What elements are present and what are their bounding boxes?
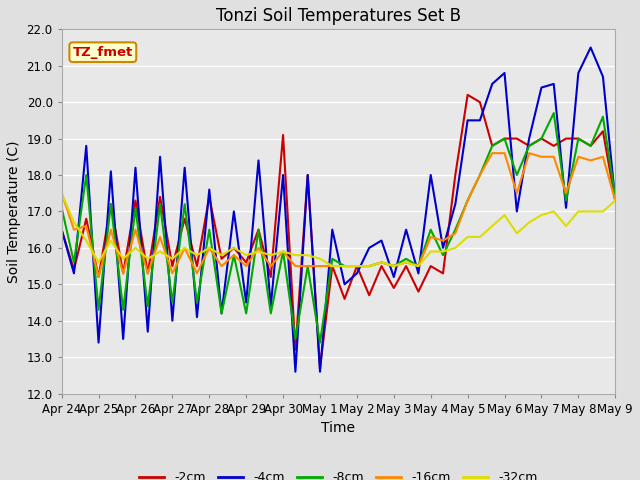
X-axis label: Time: Time [321, 421, 355, 435]
Title: Tonzi Soil Temperatures Set B: Tonzi Soil Temperatures Set B [216, 7, 461, 25]
Y-axis label: Soil Temperature (C): Soil Temperature (C) [7, 140, 21, 283]
Legend: -2cm, -4cm, -8cm, -16cm, -32cm: -2cm, -4cm, -8cm, -16cm, -32cm [134, 467, 543, 480]
Text: TZ_fmet: TZ_fmet [73, 46, 133, 59]
